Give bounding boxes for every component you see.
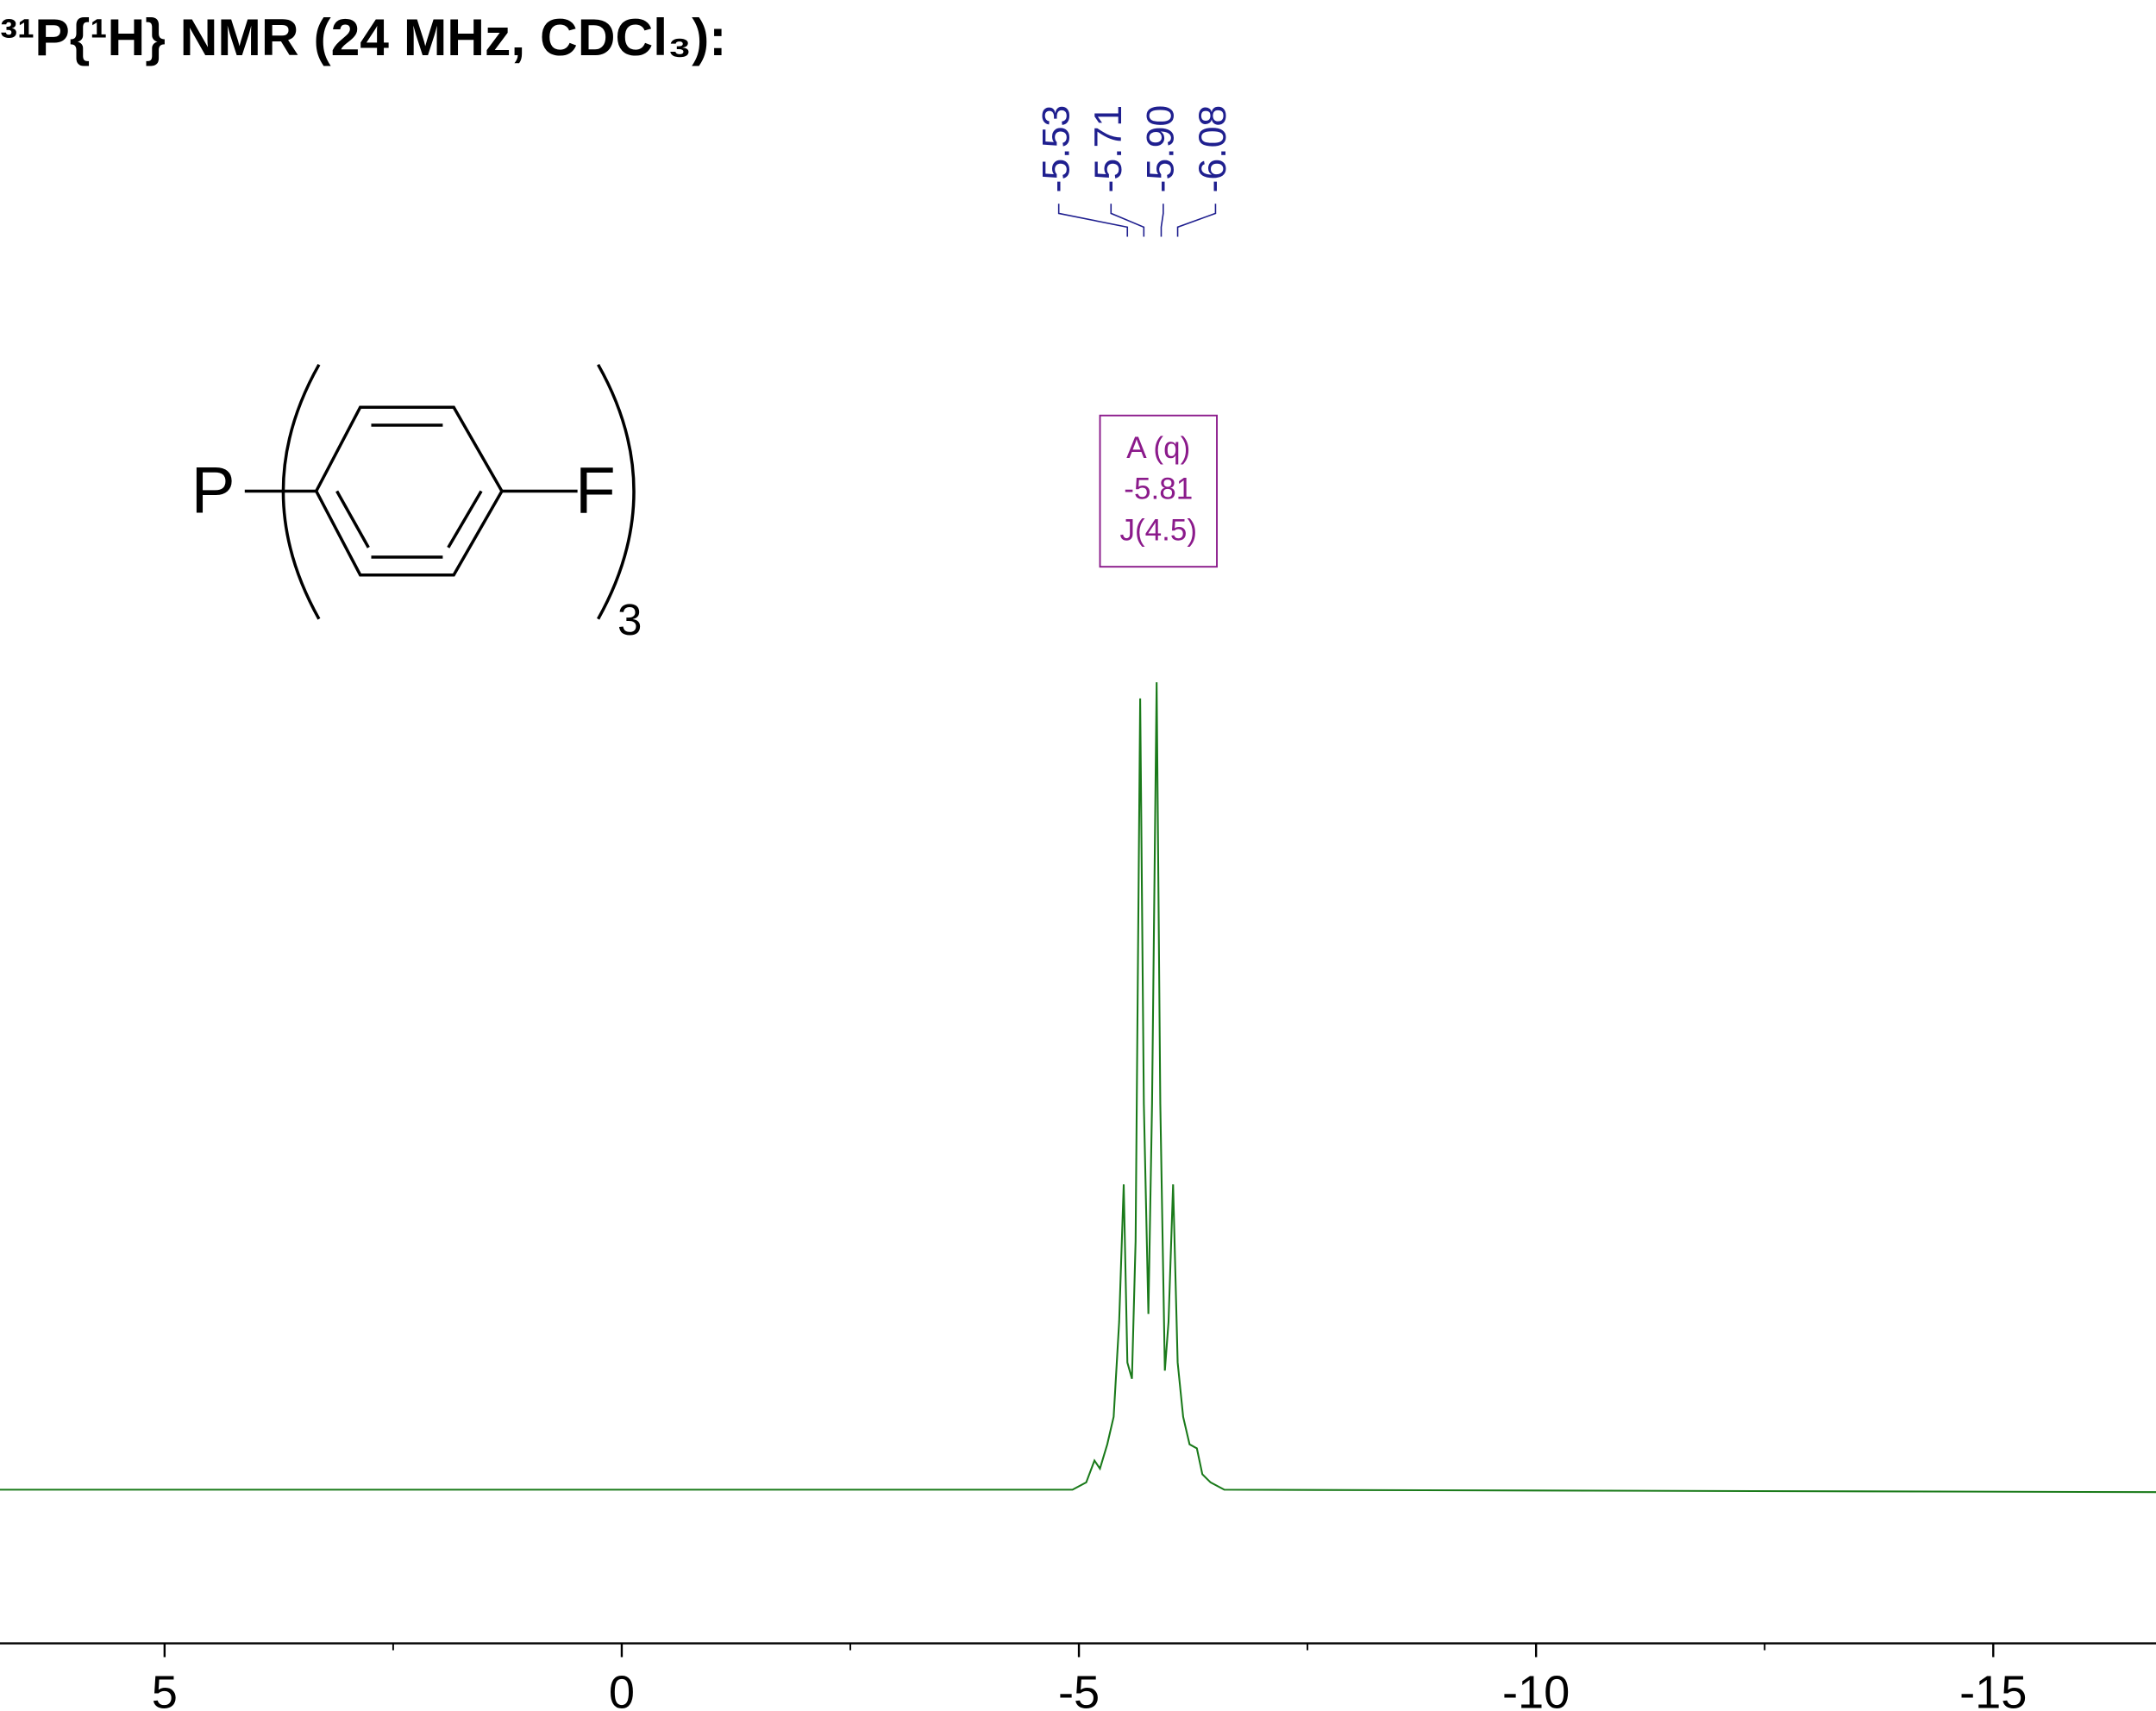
peak-connector: [1176, 204, 1217, 237]
x-tick-label: 5: [152, 1666, 178, 1711]
peak-label: -5.53: [1035, 105, 1077, 193]
x-tick-label: 0: [609, 1666, 635, 1711]
atom-p: P: [191, 454, 235, 527]
x-tick-label: -5: [1058, 1666, 1100, 1711]
peak-connector: [1057, 204, 1129, 237]
multiplet-box: [1099, 414, 1218, 568]
multiplet-label: J(4.5): [1119, 514, 1197, 548]
peak-label: -6.08: [1192, 105, 1234, 193]
peak-label: -5.71: [1087, 105, 1130, 193]
structure: [244, 363, 636, 620]
x-tick-label: -10: [1502, 1666, 1570, 1711]
multiplet-label: A (q): [1126, 431, 1190, 465]
peak-label: -5.90: [1140, 105, 1182, 193]
peak-connector: [1160, 204, 1164, 237]
x-tick-label: -15: [1959, 1666, 2027, 1711]
subscript: 3: [617, 595, 642, 644]
spectrum: [0, 682, 2156, 1494]
peak-connector: [1110, 204, 1145, 237]
chart-title: ³¹P{¹H} NMR (24 MHz, CDCl₃):: [0, 8, 726, 66]
atom-f: F: [575, 454, 616, 527]
multiplet-label: -5.81: [1124, 473, 1193, 506]
